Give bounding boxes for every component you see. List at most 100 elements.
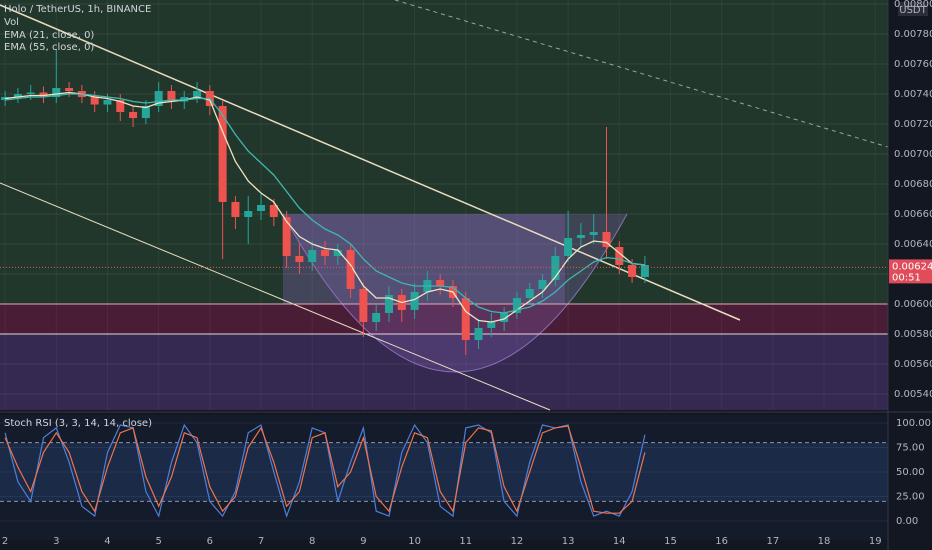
chart-title: Holo / TetherUS, 1h, BINANCE: [4, 4, 151, 15]
last-price-tag: [889, 259, 932, 284]
x-tick-label: 8: [309, 536, 315, 547]
candle-body: [90, 97, 99, 105]
y-tick-label: 0.006600: [894, 209, 932, 220]
currency: USDT: [899, 5, 927, 16]
x-tick-label: 18: [818, 536, 831, 547]
support-zone: [0, 334, 888, 410]
dashed-line: [394, 0, 889, 148]
x-tick-label: 3: [53, 536, 59, 547]
candle-body: [525, 288, 534, 298]
candle-body: [512, 297, 521, 313]
candle-body: [103, 100, 112, 105]
x-tick-label: 9: [360, 536, 366, 547]
x-tick-label: 10: [408, 536, 421, 547]
legend-entry: EMA (21, close, 0): [4, 30, 94, 41]
y-tick-label: 0.008000: [894, 0, 932, 10]
indicator-line: [5, 91, 645, 323]
x-tick-label: 13: [562, 536, 575, 547]
candle-body: [615, 246, 624, 265]
x-tick-label: 2: [2, 536, 8, 547]
y-tick-label: 0.006400: [894, 239, 932, 250]
candle-body: [269, 205, 278, 217]
candle-body: [193, 91, 202, 98]
candle-body: [295, 255, 304, 262]
candle-body: [180, 97, 189, 102]
candle-body: [26, 92, 35, 95]
x-tick-label: 5: [155, 536, 161, 547]
candle-body: [589, 231, 598, 235]
x-tick-label: 17: [766, 536, 779, 547]
candle-body: [321, 249, 330, 256]
stoch-title: Stoch RSI (3, 3, 14, 14, close): [4, 418, 152, 429]
x-tick-label: 19: [869, 536, 882, 547]
countdown: 00:51: [892, 272, 921, 283]
currency-box: [898, 2, 928, 16]
candle-body: [538, 279, 547, 289]
indicator-line: [4, 425, 646, 514]
y-tick-label: 0.007200: [894, 119, 932, 130]
candle-body: [154, 91, 163, 107]
candle-body: [167, 91, 176, 102]
candle-body: [13, 94, 22, 98]
candle-body: [218, 106, 227, 203]
candle-body: [257, 205, 266, 211]
candle-body: [129, 112, 138, 119]
trend-line: [0, 4, 741, 321]
y-tick-label: 0.006800: [894, 179, 932, 190]
trend-line: [0, 182, 551, 411]
x-tick-label: 15: [664, 536, 677, 547]
y-tick-label: 0.007800: [894, 29, 932, 40]
y-tick-label: 0.00: [896, 516, 918, 527]
candle-body: [116, 100, 125, 113]
candle-body: [282, 216, 291, 256]
candle-body: [359, 288, 368, 322]
candle-body: [487, 321, 496, 328]
candle-body: [640, 264, 649, 277]
candle-body: [231, 202, 240, 217]
x-tick-label: 11: [459, 536, 472, 547]
candle-body: [602, 231, 611, 247]
y-tick-label: 0.005400: [894, 389, 932, 400]
y-tick-label: 25.00: [896, 492, 925, 503]
candle-body: [384, 294, 393, 313]
candle-body: [576, 234, 585, 238]
candle-body: [474, 327, 483, 340]
legend-entry: EMA (55, close, 0): [4, 42, 94, 53]
y-tick-label: 100.00: [896, 418, 931, 429]
candle-body: [410, 291, 419, 310]
candle-body: [500, 312, 509, 322]
x-tick-label: 4: [104, 536, 110, 547]
indicator-line: [5, 93, 645, 314]
y-tick-label: 0.007600: [894, 59, 932, 70]
candle-body: [551, 255, 560, 280]
candle-body: [39, 92, 48, 98]
candle-body: [308, 249, 317, 262]
last-price: 0.006244: [892, 261, 932, 272]
candle-body: [346, 249, 355, 289]
x-tick-label: 14: [613, 536, 626, 547]
y-tick-label: 0.005800: [894, 329, 932, 340]
x-tick-label: 6: [207, 536, 213, 547]
resistance-zone: [0, 304, 888, 334]
candle-body: [461, 297, 470, 340]
x-tick-label: 12: [511, 536, 524, 547]
candle-body: [244, 210, 253, 217]
candle-body: [628, 264, 637, 277]
candle-body: [436, 279, 445, 286]
candle-body: [65, 88, 74, 92]
candle-body: [333, 249, 342, 256]
x-tick-label: 7: [258, 536, 264, 547]
candle-body: [564, 237, 573, 256]
stoch-band: [0, 443, 888, 501]
candle-body: [372, 312, 381, 322]
y-tick-label: 0.007000: [894, 149, 932, 160]
y-tick-label: 0.007400: [894, 89, 932, 100]
y-tick-label: 0.006000: [894, 299, 932, 310]
candle-body: [52, 88, 61, 98]
volume-label: Vol: [4, 17, 19, 28]
y-tick-label: 50.00: [896, 467, 925, 478]
candle-body: [141, 106, 150, 119]
y-tick-label: 75.00: [896, 443, 925, 454]
x-tick-label: 16: [715, 536, 728, 547]
